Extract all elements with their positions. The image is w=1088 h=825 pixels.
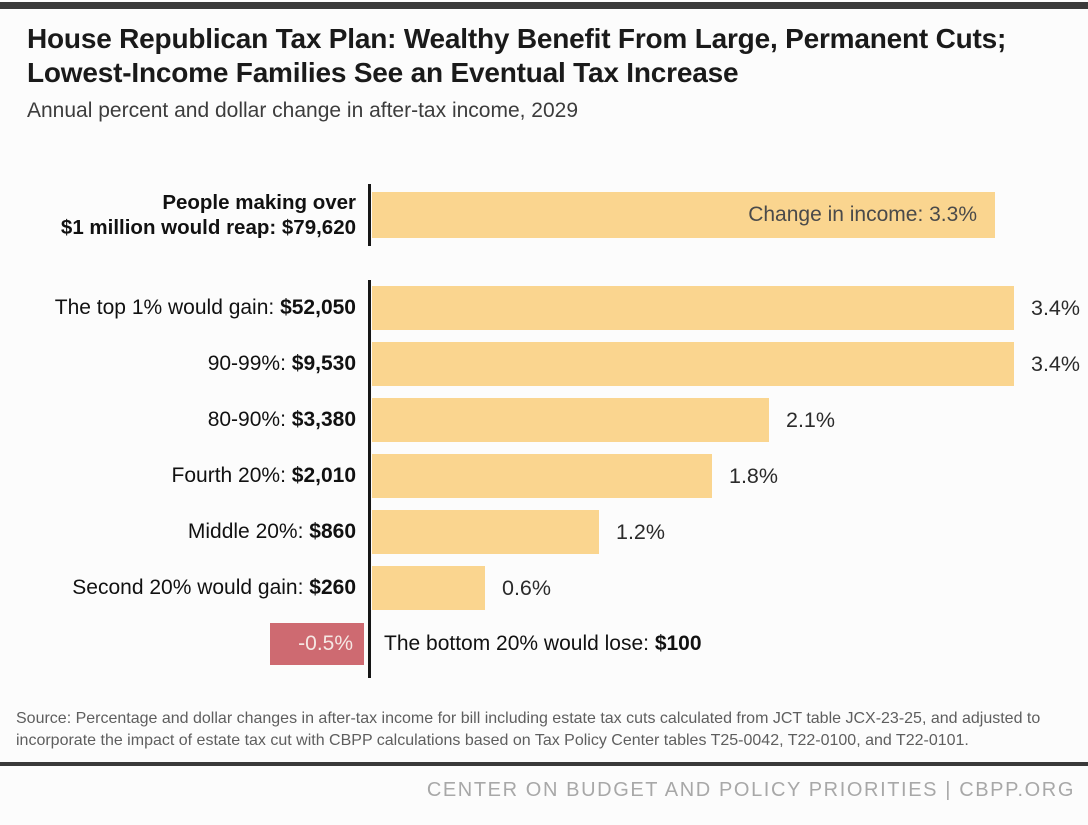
top-rule — [0, 2, 1088, 9]
pct-label: 0.6% — [502, 575, 552, 600]
bar-row-80-90: 80-90%: $3,380 2.1% — [0, 392, 1088, 448]
label-text: 90-99%: — [207, 352, 292, 375]
bar-chart: People making over $1 million would reap… — [0, 184, 1088, 678]
negative-bar-zone: -0.5% — [0, 616, 364, 672]
bar-row-label: Fourth 20%: $2,010 — [0, 464, 356, 488]
bar-zone: 0.6% — [372, 560, 1088, 616]
bar-row-top1pct: The top 1% would gain: $52,050 3.4% — [0, 280, 1088, 336]
bar-zone: 3.4% — [372, 280, 1088, 336]
pct-label: 1.8% — [729, 463, 779, 488]
label-amount: $860 — [309, 520, 356, 543]
bar-inner-label: Change in income: 3.3% — [748, 203, 977, 226]
label-text: 80-90%: — [207, 408, 292, 431]
bar-row-label: The top 1% would gain: $52,050 — [0, 296, 356, 320]
bar-row-label: 90-99%: $9,530 — [0, 352, 356, 376]
bar-row-label: Second 20% would gain: $260 — [0, 576, 356, 600]
bar-90-99 — [372, 342, 1014, 386]
axis-line-segment-top — [368, 184, 371, 246]
bar-second20 — [372, 566, 485, 610]
label-text: The bottom 20% would lose: — [384, 632, 655, 655]
bar-row-fourth20: Fourth 20%: $2,010 1.8% — [0, 448, 1088, 504]
bar-row-label-line1: People making over — [162, 191, 356, 214]
bar-bottom20-negative: -0.5% — [270, 623, 364, 665]
bar-zone: 2.1% — [372, 392, 1088, 448]
chart-header: House Republican Tax Plan: Wealthy Benef… — [0, 9, 1088, 123]
bar-row-second20: Second 20% would gain: $260 0.6% — [0, 560, 1088, 616]
source-note: Source: Percentage and dollar changes in… — [16, 710, 1041, 749]
bar-millionaires: Change in income: 3.3% — [372, 192, 995, 238]
pct-label: 3.4% — [1031, 351, 1081, 376]
label-text: Middle 20%: — [187, 520, 310, 543]
label-text: The top 1% would gain: — [54, 296, 281, 319]
bar-row-label: 80-90%: $3,380 — [0, 408, 356, 432]
bar-middle20 — [372, 510, 599, 554]
bar-zone: Change in income: 3.3% — [372, 184, 1088, 246]
bar-zone: 1.2% — [372, 504, 1088, 560]
label-text: Second 20% would gain: — [72, 576, 310, 599]
label-amount: $9,530 — [291, 352, 356, 375]
label-amount: $52,050 — [280, 296, 356, 319]
pct-label: 1.2% — [616, 519, 666, 544]
label-text: Fourth 20%: — [171, 464, 292, 487]
bar-inner-label: -0.5% — [298, 632, 353, 655]
label-amount: $100 — [654, 632, 702, 655]
bar-row-90-99: 90-99%: $9,530 3.4% — [0, 336, 1088, 392]
pct-label: 3.4% — [1031, 295, 1081, 320]
chart-subtitle: Annual percent and dollar change in afte… — [27, 99, 579, 122]
label-amount: $3,380 — [291, 408, 356, 431]
pct-label: 2.1% — [786, 407, 836, 432]
bar-zone: 3.4% — [372, 336, 1088, 392]
footer-branding: CENTER ON BUDGET AND POLICY PRIORITIES |… — [426, 779, 1075, 801]
bar-fourth20 — [372, 454, 712, 498]
bar-zone: 1.8% — [372, 448, 1088, 504]
chart-title: House Republican Tax Plan: Wealthy Benef… — [27, 23, 1007, 88]
bar-row-millionaires: People making over $1 million would reap… — [0, 184, 1088, 246]
bar-80-90 — [372, 398, 769, 442]
bar-top1pct — [372, 286, 1014, 330]
bar-row-label: People making over $1 million would reap… — [0, 190, 356, 240]
bar-row-middle20: Middle 20%: $860 1.2% — [0, 504, 1088, 560]
bar-row-label: Middle 20%: $860 — [0, 520, 356, 544]
bar-row-bottom20: -0.5% The bottom 20% would lose: $100 — [0, 616, 1088, 672]
bar-row-label-line2: $1 million would reap: $79,620 — [60, 216, 356, 239]
bar-row-label: The bottom 20% would lose: $100 — [384, 632, 702, 656]
label-amount: $260 — [309, 576, 356, 599]
label-amount: $2,010 — [291, 464, 356, 487]
bottom-rule — [0, 762, 1088, 766]
axis-line-segment-main — [368, 280, 371, 678]
